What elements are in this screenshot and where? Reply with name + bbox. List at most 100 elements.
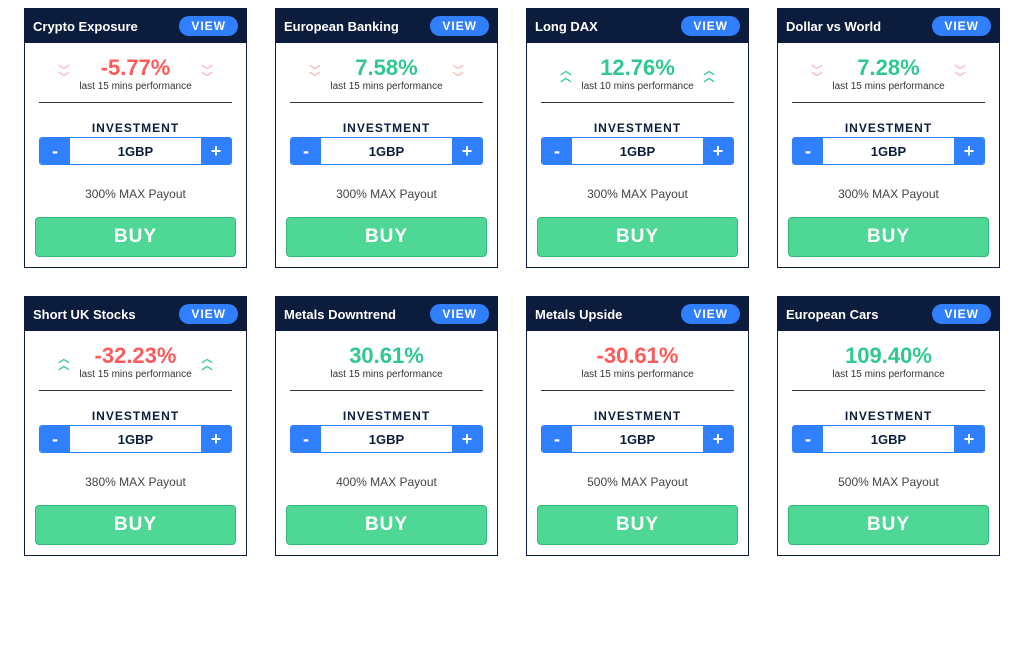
- investment-stepper: -1GBP+: [541, 425, 734, 453]
- chevron-down-icon: ﹀﹀: [811, 68, 822, 81]
- view-button[interactable]: VIEW: [681, 304, 740, 324]
- card-title: Long DAX: [535, 19, 598, 34]
- performance-row: ﹀﹀ -5.77% last 15 mins performance ﹀﹀: [25, 43, 246, 94]
- decrement-button[interactable]: -: [793, 138, 823, 164]
- investment-card: Long DAXVIEW︿︿12.76%last 10 mins perform…: [526, 8, 749, 268]
- performance-row: ﹀﹀7.58%last 15 mins performance﹀﹀: [276, 43, 497, 94]
- investment-value[interactable]: 1GBP: [572, 426, 703, 452]
- increment-button[interactable]: +: [703, 426, 733, 452]
- card-title: Crypto Exposure: [33, 19, 138, 34]
- buy-button[interactable]: BUY: [788, 217, 989, 257]
- investment-label: INVESTMENT: [527, 121, 748, 135]
- performance-value: -30.61%: [581, 345, 693, 367]
- view-button[interactable]: VIEW: [932, 304, 991, 324]
- performance-subtext: last 15 mins performance: [79, 369, 191, 380]
- increment-button[interactable]: +: [201, 138, 231, 164]
- increment-button[interactable]: +: [201, 426, 231, 452]
- investment-value[interactable]: 1GBP: [70, 426, 201, 452]
- payout-text: 400% MAX Payout: [276, 475, 497, 489]
- performance-row: ﹀﹀7.28%last 15 mins performance﹀﹀: [778, 43, 999, 94]
- investment-label: INVESTMENT: [25, 409, 246, 423]
- view-button[interactable]: VIEW: [932, 16, 991, 36]
- card-header: Dollar vs WorldVIEW: [778, 9, 999, 43]
- performance-subtext: last 15 mins performance: [581, 369, 693, 380]
- investment-card: Dollar vs WorldVIEW ﹀﹀ 7.28% last 15 mins p…: [777, 8, 1000, 268]
- buy-button[interactable]: BUY: [537, 505, 738, 545]
- decrement-button[interactable]: -: [542, 138, 572, 164]
- card-header: Metals DowntrendVIEW: [276, 297, 497, 331]
- increment-button[interactable]: +: [452, 138, 482, 164]
- card-header: Short UK StocksVIEW: [25, 297, 246, 331]
- decrement-button[interactable]: -: [40, 426, 70, 452]
- investment-card: European BankingVIEW﹀﹀7.58%last 15 mins …: [275, 8, 498, 268]
- card-title: European Banking: [284, 19, 399, 34]
- investment-value[interactable]: 1GBP: [321, 426, 452, 452]
- investment-label: INVESTMENT: [778, 121, 999, 135]
- decrement-button[interactable]: -: [291, 138, 321, 164]
- performance-row: -30.61% last 15 mins performance: [527, 331, 748, 382]
- card-header: European Banking VIEW: [276, 9, 497, 43]
- performance-row: ︿︿12.76%last 10 mins performance︿︿: [527, 43, 748, 94]
- card-title: European Cars: [786, 307, 878, 322]
- investment-value[interactable]: 1GBP: [70, 138, 201, 164]
- investment-stepper: -1GBP+: [290, 425, 483, 453]
- investment-stepper: -1GBP+: [290, 137, 483, 165]
- buy-button[interactable]: BUY: [35, 505, 236, 545]
- payout-text: 300% MAX Payout: [527, 187, 748, 201]
- performance-value: -5.77%: [79, 57, 191, 79]
- performance-value: 109.40%: [832, 345, 944, 367]
- performance-subtext: last 15 mins performance: [79, 81, 191, 92]
- card-header: Metals UpsideVIEW: [527, 297, 748, 331]
- chevron-up-icon: ︿︿: [58, 356, 69, 369]
- card-header: Long DAX VIEW: [527, 9, 748, 43]
- card-grid: Crypto Exposure VIEW ﹀﹀ -5.77% last 15 mins …: [0, 0, 1024, 564]
- increment-button[interactable]: +: [703, 138, 733, 164]
- buy-button[interactable]: BUY: [286, 217, 487, 257]
- decrement-button[interactable]: -: [542, 426, 572, 452]
- performance-value: 7.58%: [330, 57, 442, 79]
- investment-value[interactable]: 1GBP: [572, 138, 703, 164]
- chevron-down-icon: ﹀﹀: [453, 68, 464, 81]
- card-header: European Cars VIEW: [778, 297, 999, 331]
- investment-value[interactable]: 1GBP: [321, 138, 452, 164]
- investment-stepper: -1GBP+: [39, 425, 232, 453]
- chevron-down-icon: ﹀﹀: [309, 68, 320, 81]
- investment-value[interactable]: 1GBP: [823, 426, 954, 452]
- view-button[interactable]: VIEW: [430, 304, 489, 324]
- buy-button[interactable]: BUY: [286, 505, 487, 545]
- performance-value: 12.76%: [581, 57, 693, 79]
- decrement-button[interactable]: -: [793, 426, 823, 452]
- investment-value[interactable]: 1GBP: [823, 138, 954, 164]
- chevron-down-icon: ﹀﹀: [202, 68, 213, 81]
- view-button[interactable]: VIEW: [681, 16, 740, 36]
- buy-button[interactable]: BUY: [35, 217, 236, 257]
- decrement-button[interactable]: -: [40, 138, 70, 164]
- performance-value: 7.28%: [832, 57, 944, 79]
- investment-card: European CarsVIEW109.40%last 15 mins per…: [777, 296, 1000, 556]
- investment-stepper: -1GBP+: [39, 137, 232, 165]
- investment-label: INVESTMENT: [276, 121, 497, 135]
- buy-button[interactable]: BUY: [788, 505, 989, 545]
- increment-button[interactable]: +: [954, 426, 984, 452]
- chevron-down-icon: ﹀﹀: [58, 68, 69, 81]
- card-header: Crypto Exposure VIEW: [25, 9, 246, 43]
- investment-label: INVESTMENT: [25, 121, 246, 135]
- payout-text: 300% MAX Payout: [25, 187, 246, 201]
- investment-card: Short UK StocksVIEW ︿︿ -32.23% last 15 mins…: [24, 296, 247, 556]
- increment-button[interactable]: +: [954, 138, 984, 164]
- decrement-button[interactable]: -: [291, 426, 321, 452]
- increment-button[interactable]: +: [452, 426, 482, 452]
- investment-label: INVESTMENT: [778, 409, 999, 423]
- investment-card: Crypto Exposure VIEW ﹀﹀ -5.77% last 15 mins …: [24, 8, 247, 268]
- performance-subtext: last 15 mins performance: [330, 369, 442, 380]
- payout-text: 300% MAX Payout: [276, 187, 497, 201]
- chevron-up-icon: ︿︿: [560, 68, 571, 81]
- view-button[interactable]: VIEW: [179, 16, 238, 36]
- investment-label: INVESTMENT: [276, 409, 497, 423]
- view-button[interactable]: VIEW: [179, 304, 238, 324]
- performance-subtext: last 15 mins performance: [832, 81, 944, 92]
- performance-value: -32.23%: [79, 345, 191, 367]
- buy-button[interactable]: BUY: [537, 217, 738, 257]
- view-button[interactable]: VIEW: [430, 16, 489, 36]
- chevron-up-icon: ︿︿: [202, 356, 213, 369]
